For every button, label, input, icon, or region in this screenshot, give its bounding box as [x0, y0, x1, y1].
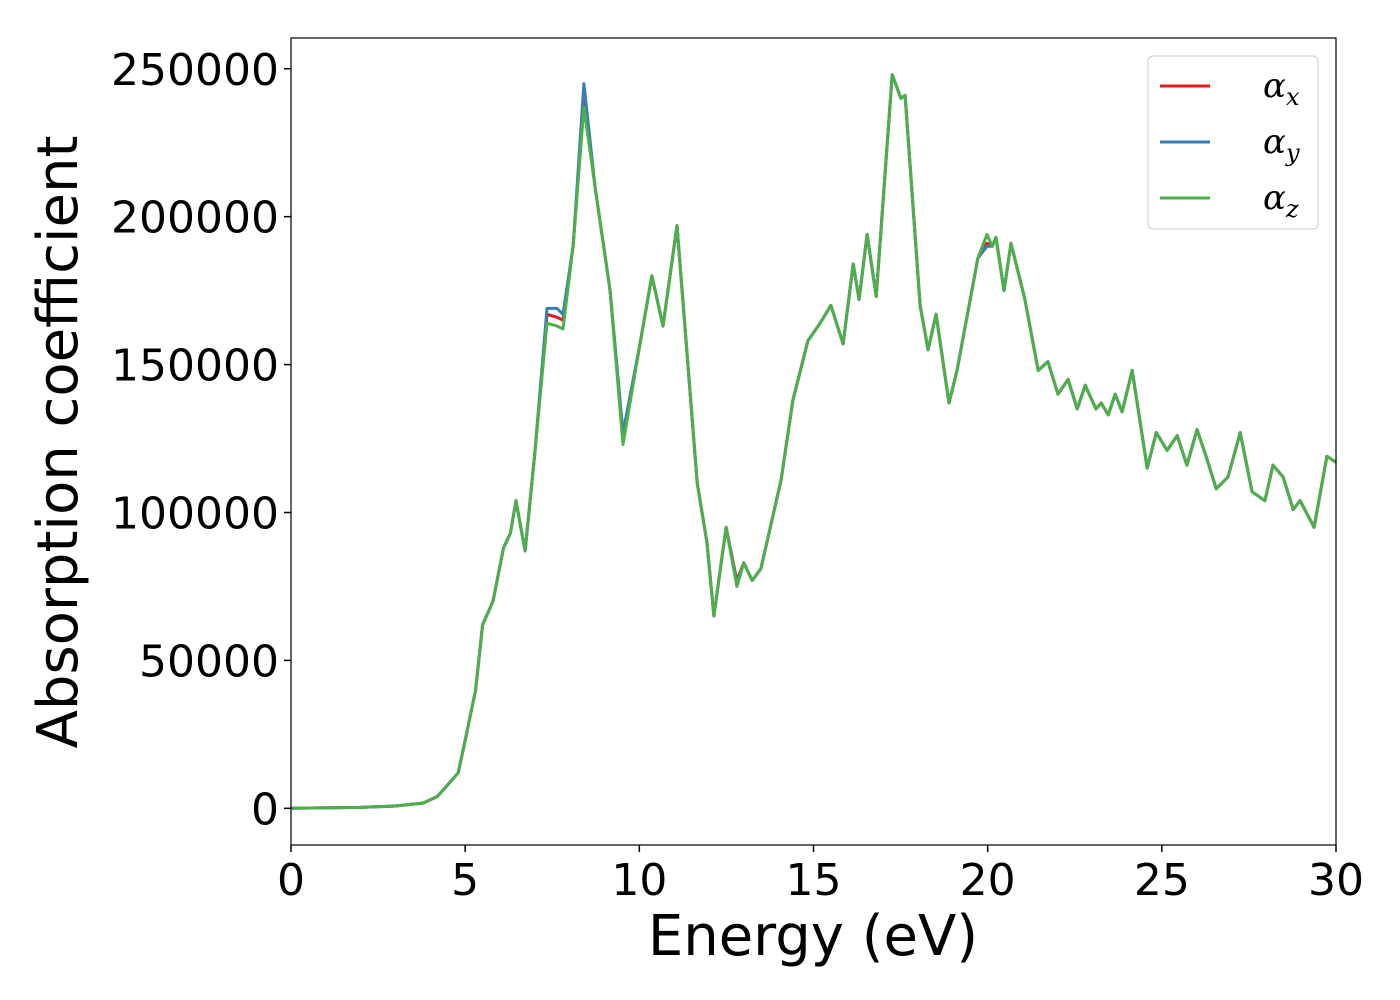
legend-box — [1147, 55, 1319, 230]
legend-label: αz — [1263, 178, 1299, 223]
y-tick-label: 150000 — [111, 341, 279, 392]
x-tick-label: 10 — [611, 855, 667, 906]
legend-label: αy — [1263, 122, 1300, 167]
x-tick-label: 5 — [451, 855, 479, 906]
x-tick-label: 15 — [786, 855, 842, 906]
x-tick-label: 25 — [1134, 855, 1190, 906]
y-tick-label: 100000 — [111, 488, 279, 539]
x-axis-label: Energy (eV) — [648, 904, 978, 969]
y-axis-label: Absorption coefficient — [26, 136, 91, 749]
legend: αx αy αz — [1147, 55, 1319, 230]
legend-label: αx — [1263, 66, 1300, 111]
y-tick-label: 200000 — [111, 193, 279, 244]
y-tick-label: 50000 — [139, 636, 279, 687]
y-tick-label: 250000 — [111, 45, 279, 96]
x-tick-label: 20 — [960, 855, 1016, 906]
x-tick-label: 0 — [277, 855, 305, 906]
plot-frame — [290, 37, 1337, 846]
series-line — [290, 73, 1337, 810]
x-tick-label: 30 — [1308, 855, 1364, 906]
y-tick-label: 0 — [251, 784, 279, 835]
